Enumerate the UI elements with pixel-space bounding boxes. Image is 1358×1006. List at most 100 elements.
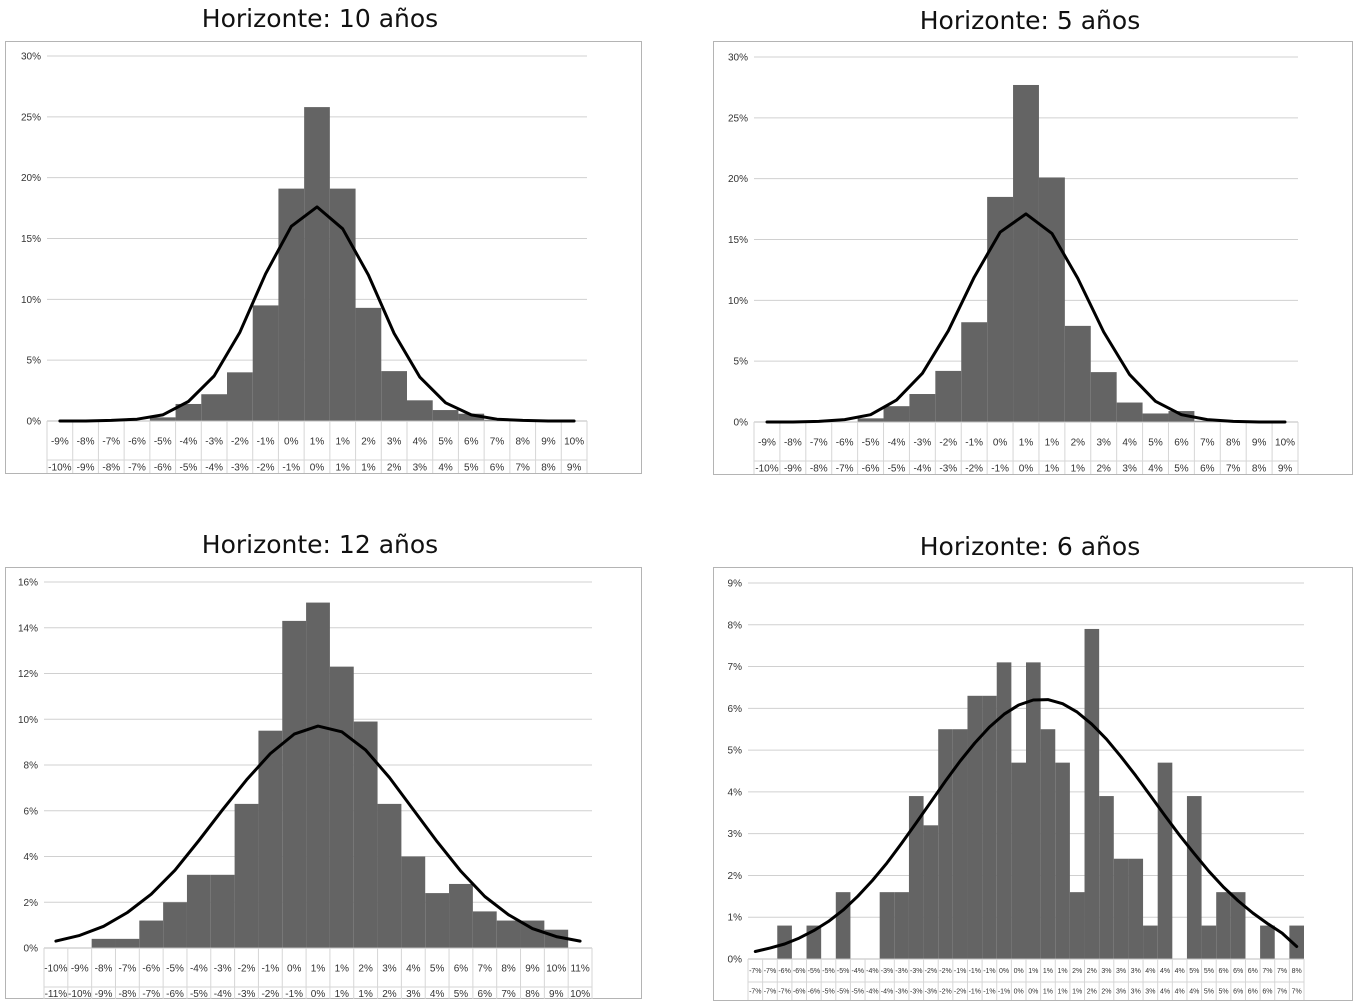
chart-4-bar — [894, 892, 909, 959]
chart-3-bar — [91, 938, 116, 948]
chart-4-bar — [1055, 762, 1070, 959]
chart-1-category-upper-label: 0% — [284, 436, 299, 447]
chart-3-category-lower-label: -5% — [190, 989, 208, 1000]
chart-2-y-tick-label: 30% — [728, 53, 748, 64]
chart-4-category-lower-label: 4% — [1160, 989, 1170, 996]
chart-4-bar — [835, 892, 851, 959]
chart-1-y-tick-label: 10% — [21, 295, 41, 306]
chart-4-bar — [777, 925, 792, 959]
chart-4-category-upper-label: 7% — [1277, 968, 1287, 975]
chart-3-category-upper-label: -7% — [118, 963, 136, 974]
chart-1-category-upper-label: 5% — [438, 436, 453, 447]
chart-4-category-upper-label: -7% — [764, 968, 776, 975]
chart-4-category-lower-label: -4% — [866, 989, 878, 996]
chart-2-category-upper-label: -8% — [784, 437, 802, 448]
chart-4-bar — [1157, 762, 1173, 959]
chart-3-category-upper-label: 1% — [335, 963, 350, 974]
chart-2-bar — [1116, 402, 1143, 422]
chart-3-y-tick-label: 10% — [18, 715, 38, 726]
chart-2-bar — [1038, 177, 1065, 422]
chart-4-y-tick-label: 6% — [728, 704, 743, 715]
chart-3-category-lower-label: 2% — [382, 989, 397, 1000]
chart-3-svg: 0% 2% 4% 6% 8% 10% 12% 14% 16% -10% -9% -8% -7% -6% -5… — [18, 578, 593, 1000]
chart-3-category-lower-label: -6% — [166, 989, 184, 1000]
chart-3-category-lower-label: -2% — [261, 989, 279, 1000]
chart-2-bar — [961, 322, 988, 422]
chart-4-category-upper-label: -1% — [969, 968, 981, 975]
chart-4-bar — [1230, 892, 1246, 959]
chart-1-y-tick-label: 0% — [27, 417, 42, 428]
chart-4-category-upper-label: -7% — [749, 968, 761, 975]
chart-3-bar — [329, 666, 354, 948]
chart-4-category-lower-label: 2% — [1101, 989, 1111, 996]
chart-4-category-lower-label: 6% — [1248, 989, 1258, 996]
chart-4-bar — [1026, 662, 1041, 959]
chart-2-category-lower-label: 8% — [1252, 463, 1267, 474]
chart-4-category-lower-label: 3% — [1116, 989, 1126, 996]
chart-4-y-tick-label: 0% — [728, 955, 743, 966]
chart-4-bar — [952, 729, 968, 959]
chart-2-bar — [909, 394, 936, 422]
chart-4-category-lower-label: -7% — [749, 989, 761, 996]
chart-1-category-upper-label: -9% — [51, 436, 69, 447]
chart-4-category-lower-label: 5% — [1218, 989, 1228, 996]
chart-4-category-lower-label: -1% — [969, 989, 981, 996]
chart-3-category-lower-label: 8% — [525, 989, 540, 1000]
chart-1-category-lower-label: 2% — [387, 462, 402, 473]
chart-4-category-lower-label: 6% — [1233, 989, 1243, 996]
chart-2-category-lower-label: -6% — [862, 463, 880, 474]
chart-4-category-upper-label: 4% — [1160, 968, 1170, 975]
chart-2-bar — [1194, 420, 1221, 422]
chart-4-bar — [1143, 925, 1158, 959]
chart-2-normal-curve — [765, 212, 1287, 424]
chart-3-category-lower-label: 4% — [430, 989, 445, 1000]
chart-1-category-upper-label: -7% — [102, 436, 120, 447]
chart-1-category-upper-label: -5% — [154, 436, 172, 447]
chart-4-category-upper-label: -4% — [852, 968, 864, 975]
chart-2-title: Horizonte: 5 años — [919, 6, 1141, 35]
chart-3-bar — [520, 920, 545, 948]
chart-2-category-lower-label: 1% — [1045, 463, 1060, 474]
chart-3-frame: 0% 2% 4% 6% 8% 10% 12% 14% 16% -10% -9% -8% -7% -6% -5… — [5, 567, 642, 1000]
chart-3-category-lower-label: 3% — [406, 989, 421, 1000]
chart-4-category-lower-label: 4% — [1175, 989, 1185, 996]
chart-1-category-upper-label: 6% — [464, 436, 479, 447]
chart-2-category-lower-label: 1% — [1071, 463, 1086, 474]
chart-2-category-upper-label: -2% — [939, 437, 957, 448]
chart-2-category-upper-label: -1% — [965, 437, 983, 448]
chart-4-y-tick-label: 7% — [728, 662, 743, 673]
chart-3-bar — [306, 602, 330, 948]
chart-1-bar — [201, 394, 227, 421]
chart-4-category-upper-label: 6% — [1218, 968, 1228, 975]
chart-4-category-upper-label: -1% — [954, 968, 966, 975]
chart-2-category-lower-label: -2% — [965, 463, 983, 474]
chart-3-category-lower-label: 10% — [570, 989, 590, 1000]
chart-4-category-upper-label: -6% — [793, 968, 805, 975]
chart-4-svg: 0%1%2%3%4%5%6%7%8%9%-7% -7% -6% -6% -5% -5% -5… — [728, 579, 1305, 1000]
chart-4-category-upper-label: -4% — [866, 968, 878, 975]
chart-2-category-upper-label: 9% — [1252, 437, 1267, 448]
chart-1-category-lower-label: -2% — [257, 462, 275, 473]
chart-3-category-upper-label: -2% — [238, 963, 256, 974]
chart-4-bar — [1084, 628, 1100, 959]
chart-4-category-lower-label: 1% — [1058, 989, 1068, 996]
chart-1-category-lower-label: -7% — [128, 462, 146, 473]
chart-3-y-tick-label: 4% — [24, 852, 39, 863]
chart-4-category-upper-label: 1% — [1058, 968, 1068, 975]
chart-3-y-tick-label: 8% — [24, 761, 39, 772]
chart-2-bar — [1142, 413, 1169, 422]
chart-1-category-lower-label: 8% — [541, 462, 556, 473]
chart-1-category-upper-label: 1% — [335, 436, 350, 447]
chart-2-category-lower-label: -10% — [755, 463, 778, 474]
chart-2-y-tick-label: 20% — [728, 174, 748, 185]
chart-2-category-lower-label: -5% — [888, 463, 906, 474]
chart-3-y-tick-label: 2% — [24, 898, 39, 909]
chart-1-y-tick-label: 30% — [21, 52, 41, 63]
chart-4-category-upper-label: -2% — [925, 968, 937, 975]
chart-4-category-lower-label: 2% — [1087, 989, 1097, 996]
chart-4-category-lower-label: -6% — [808, 989, 820, 996]
chart-3-bar — [234, 803, 259, 948]
chart-4-bar — [1128, 858, 1144, 959]
chart-3-bar — [139, 920, 164, 948]
chart-4-title: Horizonte: 6 años — [919, 532, 1141, 561]
